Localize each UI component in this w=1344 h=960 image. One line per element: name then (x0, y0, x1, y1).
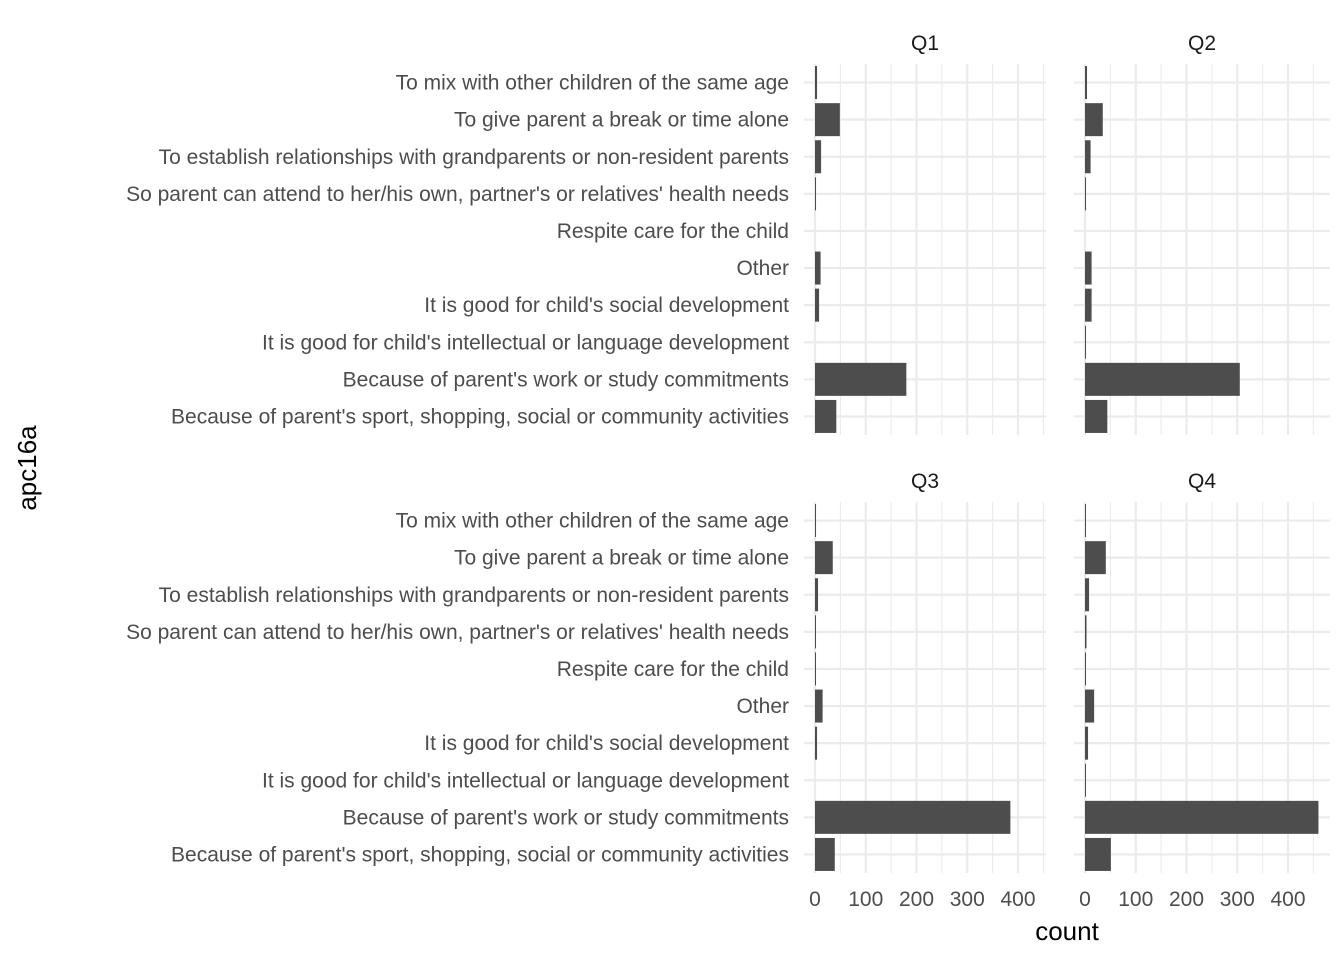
category-label: Because of parent's work or study commit… (343, 806, 789, 829)
x-tick-label: 200 (1169, 888, 1204, 911)
bar (1085, 362, 1240, 396)
category-label: Because of parent's sport, shopping, soc… (171, 405, 789, 428)
category-label: It is good for child's social developmen… (424, 732, 789, 755)
bar (1085, 251, 1092, 285)
bar (1085, 689, 1095, 723)
bar (1085, 541, 1106, 575)
facet-label: Q3 (911, 470, 939, 493)
x-tick-label: 400 (1270, 888, 1305, 911)
x-tick-label: 100 (848, 888, 883, 911)
bar (1085, 615, 1087, 649)
bar (815, 103, 840, 137)
y-axis-title: apc16a (12, 425, 42, 511)
bar (1085, 800, 1319, 834)
facet-label: Q1 (911, 32, 939, 55)
category-label: Because of parent's work or study commit… (343, 368, 789, 391)
x-tick-label: 200 (899, 888, 934, 911)
bar (1085, 325, 1087, 359)
bar (815, 177, 817, 211)
grid-layer (804, 64, 1330, 873)
bar (1085, 726, 1089, 760)
bar (815, 288, 820, 322)
x-tick-label: 300 (1220, 888, 1255, 911)
bar (815, 362, 907, 396)
category-label: Respite care for the child (557, 220, 789, 243)
bar (815, 689, 823, 723)
x-tick-label: 300 (950, 888, 985, 911)
bar (1085, 66, 1088, 100)
bar (815, 399, 837, 433)
x-tick-label: 100 (1118, 888, 1153, 911)
category-label: To give parent a break or time alone (454, 547, 789, 570)
bar (1085, 288, 1092, 322)
bar (815, 541, 833, 575)
bar (815, 837, 835, 871)
category-label: Because of parent's sport, shopping, soc… (171, 843, 789, 866)
bar (1085, 652, 1087, 686)
bar (1085, 504, 1086, 538)
text-layer: Q1 To mix with other children of the same… (12, 32, 1306, 946)
category-label: It is good for child's intellectual or l… (262, 331, 789, 354)
bar (815, 66, 818, 100)
category-label: To mix with other children of the same a… (396, 72, 789, 95)
x-tick-label: 400 (1000, 888, 1035, 911)
bars-layer (815, 66, 1319, 871)
bar (815, 251, 821, 285)
bar (815, 800, 1011, 834)
category-label: So parent can attend to her/his own, par… (126, 621, 789, 644)
bar (815, 578, 819, 612)
bar (815, 652, 816, 686)
bar (1085, 763, 1086, 797)
x-axis-title: count (1035, 916, 1099, 946)
bar (1085, 837, 1111, 871)
category-label: To mix with other children of the same a… (396, 510, 789, 533)
bar (1085, 103, 1103, 137)
category-label: To establish relationships with grandpar… (159, 584, 789, 607)
category-label: Respite care for the child (557, 658, 789, 681)
x-tick-label: 0 (1079, 888, 1091, 911)
category-label: To give parent a break or time alone (454, 109, 789, 132)
category-label: It is good for child's intellectual or l… (262, 769, 789, 792)
bar (815, 615, 816, 649)
bar (1085, 177, 1087, 211)
category-label: To establish relationships with grandpar… (159, 146, 789, 169)
bar (1085, 399, 1108, 433)
category-label: Other (736, 695, 789, 718)
facet-label: Q4 (1188, 470, 1216, 493)
bar (815, 726, 818, 760)
bar (1085, 578, 1090, 612)
x-tick-label: 0 (809, 888, 821, 911)
bar (815, 140, 822, 174)
category-label: So parent can attend to her/his own, par… (126, 183, 789, 206)
bar (815, 504, 817, 538)
category-label: It is good for child's social developmen… (424, 294, 789, 317)
facet-label: Q2 (1188, 32, 1216, 55)
bar (1085, 140, 1091, 174)
category-label: Other (736, 257, 789, 280)
